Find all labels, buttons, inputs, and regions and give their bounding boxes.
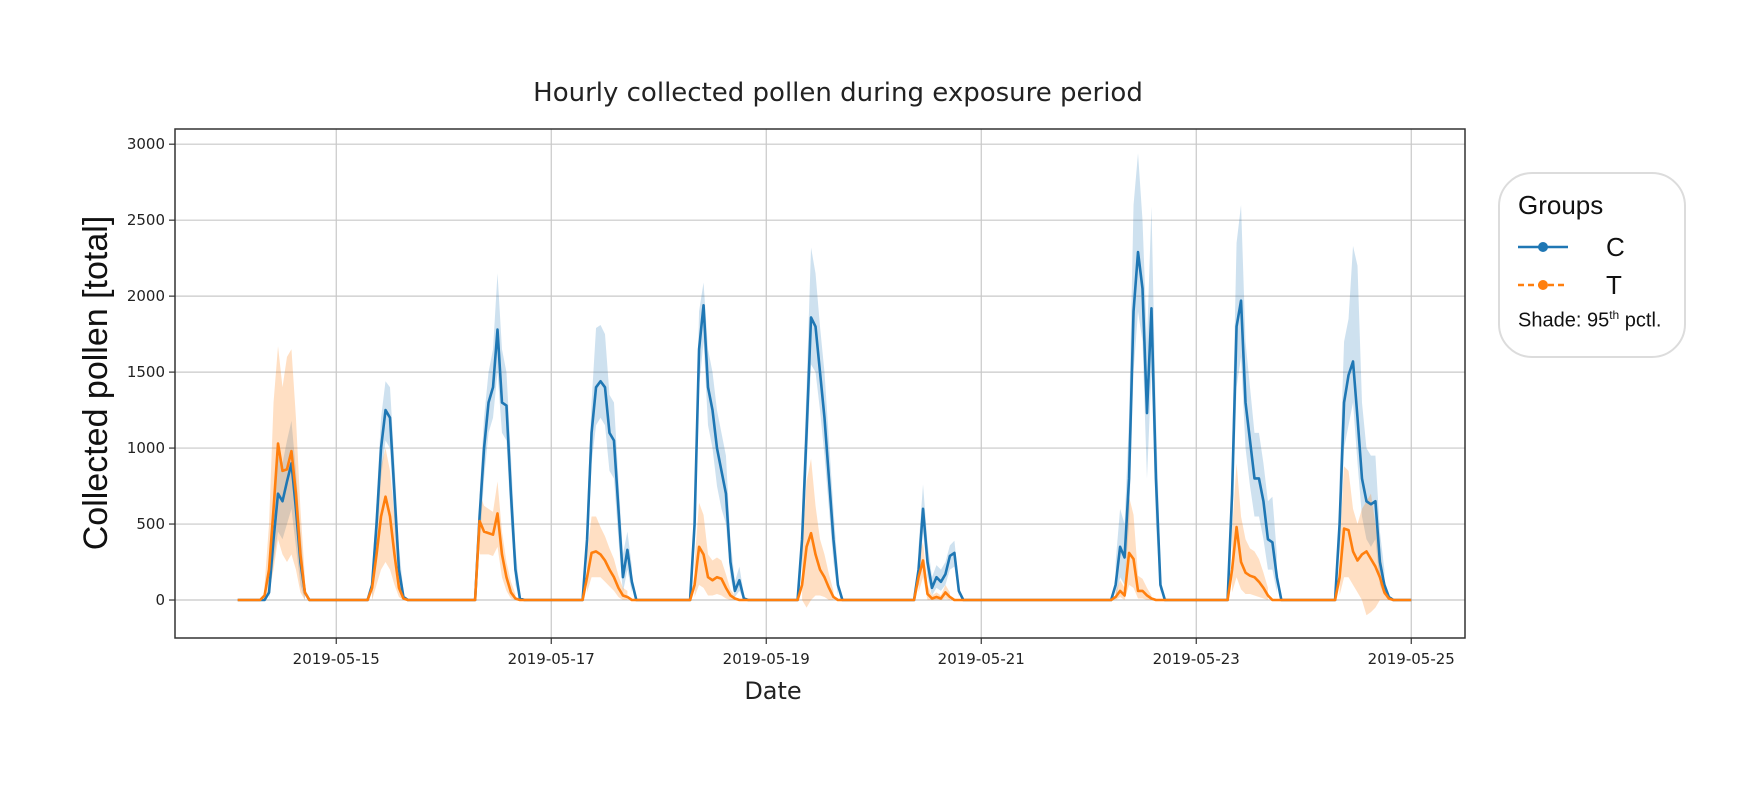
y-tick-label: 0 [155,591,165,609]
legend-note-prefix: Shade: 95 [1518,309,1610,332]
legend-item-t: T [1518,270,1678,300]
y-axis-ticks: 0 500 1000 1500 2000 2500 3000 [127,135,175,609]
band-t [1339,466,1389,616]
legend-label-t: T [1606,270,1622,300]
y-tick-label: 500 [136,515,165,533]
band-c [269,420,305,601]
legend-item-c: C [1518,232,1678,262]
legend-note: Shade: 95th pctl. [1518,308,1661,333]
y-tick-label: 1500 [127,363,165,381]
plot-area-frame [174,128,1466,639]
y-tick-label: 2000 [127,287,165,305]
band-t [1115,496,1152,601]
x-tick-label: 2019-05-25 [1368,650,1455,668]
band-c [1115,153,1161,601]
legend-note-sup: th [1609,308,1620,322]
x-tick-label: 2019-05-17 [508,650,595,668]
y-tick-label: 2500 [127,211,165,229]
band-c [1232,204,1277,593]
band-t [587,516,628,601]
series-line-t [237,442,1412,602]
confidence-bands [264,153,1389,616]
y-axis-label: Collected pollen [total] [77,216,115,551]
band-t [694,502,735,601]
legend-note-suffix: pctl. [1619,309,1662,332]
series-lines [237,250,1412,602]
y-tick-label: 1000 [127,439,165,457]
x-tick-label: 2019-05-23 [1153,650,1240,668]
x-tick-label: 2019-05-15 [293,650,380,668]
grid [175,129,1465,638]
band-t [802,458,834,608]
x-axis-label: Date [744,677,801,705]
band-c [1339,245,1385,596]
legend-label-c: C [1606,232,1625,262]
x-tick-label: 2019-05-19 [723,650,810,668]
legend-marker-t [1518,280,1568,290]
x-tick-label: 2019-05-21 [938,650,1025,668]
chart-title: Hourly collected pollen during exposure … [533,78,1143,108]
y-tick-label: 3000 [127,135,165,153]
band-t [479,481,516,601]
legend-marker-c [1518,242,1568,252]
band-t [1232,463,1268,601]
x-axis-ticks: 2019-05-15 2019-05-17 2019-05-19 2019-05-21… [293,638,1455,668]
legend: Groups C T Shade: 95th pctl. [1498,172,1686,358]
legend-title: Groups [1518,190,1604,220]
